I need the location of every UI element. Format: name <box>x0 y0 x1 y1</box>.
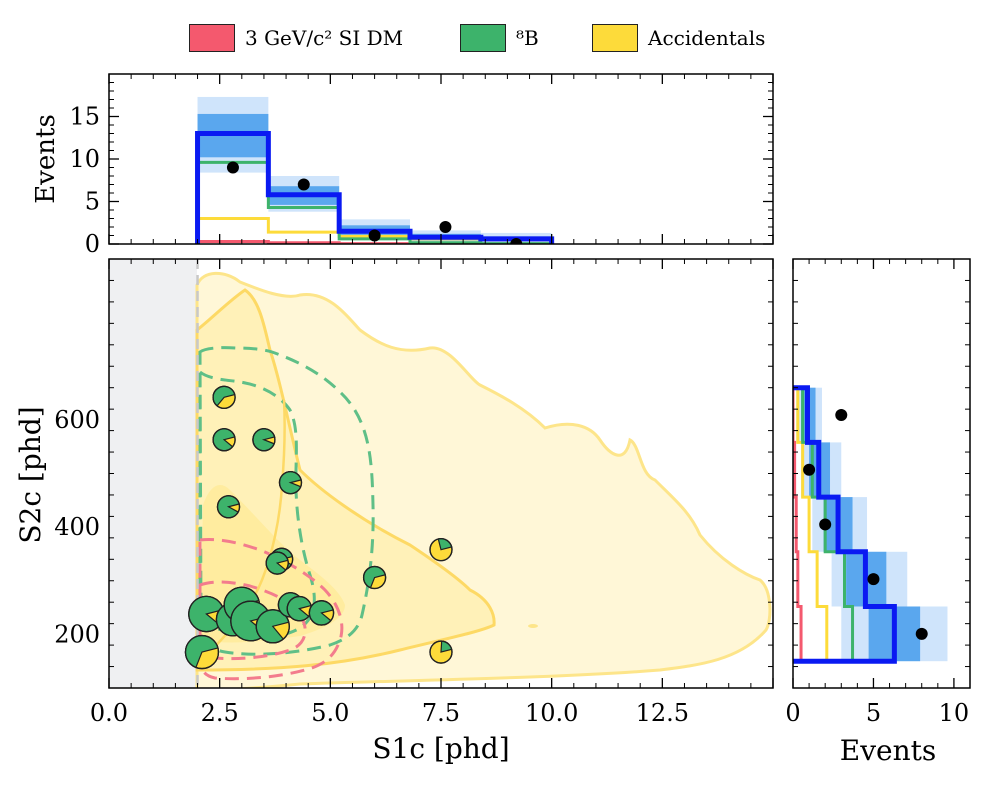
top-ytick-label: 10 <box>69 145 100 173</box>
event-pie-outline <box>429 640 453 664</box>
top-ytick-label: 0 <box>85 230 100 258</box>
b8-outer-contour <box>198 346 375 656</box>
legend: 3 GeV/c² SI DM ⁸B Accidentals <box>0 18 996 58</box>
main-ylabel: S2c [phd] <box>14 406 47 543</box>
right-xtick-label: 10 <box>939 699 970 727</box>
top-series-3gevc2sidm <box>196 239 552 244</box>
main-ytick-label: 600 <box>54 406 100 434</box>
event-pie <box>188 595 225 633</box>
legend-item-b8: ⁸B <box>460 22 539 54</box>
event-pie <box>252 428 276 452</box>
right-xtick-label: 0 <box>785 699 800 727</box>
event-pie <box>362 565 387 590</box>
legend-item-dm: 3 GeV/c² SI DM <box>189 22 403 54</box>
right-series-accidentals <box>793 386 829 663</box>
main-xtick-label: 0.0 <box>90 699 128 727</box>
event-pie <box>212 428 236 452</box>
top-histogram-content <box>195 96 555 244</box>
event-pie-outline <box>252 428 276 452</box>
b8-inner-contour <box>198 368 316 639</box>
main-ytick-label: 400 <box>54 513 100 541</box>
main-ytick-label: 200 <box>54 620 100 648</box>
main-xtick-label: 12.5 <box>636 699 689 727</box>
top-data-point <box>510 238 523 244</box>
main-axis-ticks: 0.0 2.5 5.0 7.5 10.0 12.5 200 400 600 <box>54 258 774 727</box>
legend-swatch-acc <box>592 24 638 52</box>
event-pie-outline <box>278 470 303 495</box>
event-pie <box>286 595 313 622</box>
right-data-point <box>803 463 816 476</box>
right-axis-ticks: 0 5 10 <box>785 258 971 727</box>
top-ylabel: Events <box>31 114 61 204</box>
accidentals-middle-contour <box>195 288 496 672</box>
top-histogram-panel: 0 5 10 15 Events <box>31 73 774 258</box>
main-contours <box>109 259 772 688</box>
main-xtick-label: 2.5 <box>201 699 239 727</box>
event-pie-outline <box>308 600 335 626</box>
right-histogram-panel: 0 5 10 Events <box>785 258 971 767</box>
event-pie <box>308 600 335 626</box>
event-pie-outline <box>184 634 220 670</box>
top-axis-ticks: 0 5 10 15 <box>69 74 774 258</box>
below-threshold-region <box>109 259 197 688</box>
top-data-point <box>226 161 239 174</box>
legend-swatch-b8 <box>460 24 506 52</box>
right-data-point <box>915 627 928 640</box>
event-pie <box>255 609 290 644</box>
event-pie-outline <box>212 385 236 410</box>
event-pie <box>184 634 220 670</box>
right-xtick-label: 5 <box>866 699 881 727</box>
right-data-point <box>835 409 848 422</box>
right-data-point <box>867 573 880 586</box>
legend-label-acc: Accidentals <box>648 26 766 50</box>
event-pie-outline <box>362 565 387 590</box>
event-pies <box>184 385 453 670</box>
event-pie-outline <box>255 609 290 644</box>
event-pie <box>429 640 453 664</box>
right-data-point <box>819 518 832 531</box>
right-series-3gevc2sidm <box>793 387 803 663</box>
event-pie-outline <box>265 551 289 575</box>
main-xtick-label: 7.5 <box>422 699 460 727</box>
legend-label-b8: ⁸B <box>516 26 539 50</box>
top-ytick-label: 5 <box>85 188 100 216</box>
event-pie-outline <box>429 537 453 562</box>
top-data-point <box>297 178 310 191</box>
event-pie <box>230 600 272 642</box>
right-xlabel: Events <box>840 734 936 767</box>
event-pie <box>278 470 303 495</box>
top-data-point <box>439 221 452 233</box>
legend-label-dm: 3 GeV/c² SI DM <box>245 26 404 50</box>
top-data-point <box>368 229 381 242</box>
event-pie-outline <box>216 495 241 519</box>
event-pie-outline <box>212 428 236 452</box>
event-pie <box>212 385 236 410</box>
accidentals-island-contour <box>528 624 538 628</box>
event-pie <box>265 551 289 575</box>
legend-swatch-dm <box>189 24 235 52</box>
right-series-total <box>793 385 897 664</box>
main-xlabel: S1c [phd] <box>372 732 509 765</box>
main-xtick-label: 5.0 <box>311 699 349 727</box>
right-histogram-content <box>793 385 948 664</box>
event-pie <box>429 537 453 562</box>
legend-item-acc: Accidentals <box>592 22 765 54</box>
main-xtick-label: 10.0 <box>525 699 578 727</box>
event-pie <box>216 495 241 519</box>
dm-outer-contour <box>198 538 344 681</box>
top-ytick-label: 15 <box>69 103 100 131</box>
